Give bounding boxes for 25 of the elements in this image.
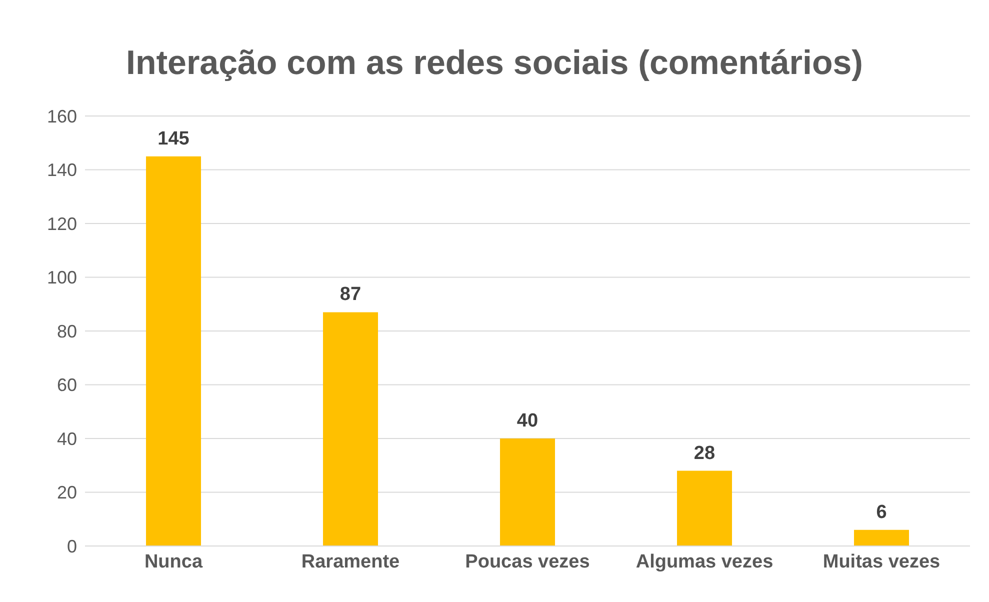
x-tick-label: Nunca	[144, 551, 203, 572]
y-tick-label: 20	[56, 482, 77, 503]
data-label: 28	[694, 442, 716, 464]
bar	[323, 312, 378, 546]
bar	[677, 470, 732, 546]
bar	[146, 156, 201, 546]
y-tick-label: 120	[46, 214, 77, 234]
y-tick-label: 160	[46, 106, 77, 126]
chart-title: Interação com as redes sociais (comentários)	[125, 44, 864, 83]
y-tick-label: 60	[56, 375, 77, 396]
bar	[500, 438, 555, 546]
y-tick-label: 140	[46, 160, 77, 180]
data-label: 87	[340, 284, 362, 306]
y-tick-label: 40	[56, 428, 77, 449]
y-tick-label: 100	[46, 268, 77, 288]
x-tick-label: Poucas vezes	[465, 551, 590, 572]
x-tick-label: Raramente	[301, 551, 400, 572]
y-tick-label: 80	[56, 321, 77, 342]
y-tick-label: 0	[66, 536, 77, 556]
data-label: 40	[516, 410, 538, 432]
data-label: 6	[876, 502, 887, 523]
x-tick-label: Muitas vezes	[822, 551, 940, 572]
x-tick-label: Algumas vezes	[636, 551, 774, 572]
data-label: 145	[158, 128, 190, 150]
bar	[854, 530, 909, 546]
